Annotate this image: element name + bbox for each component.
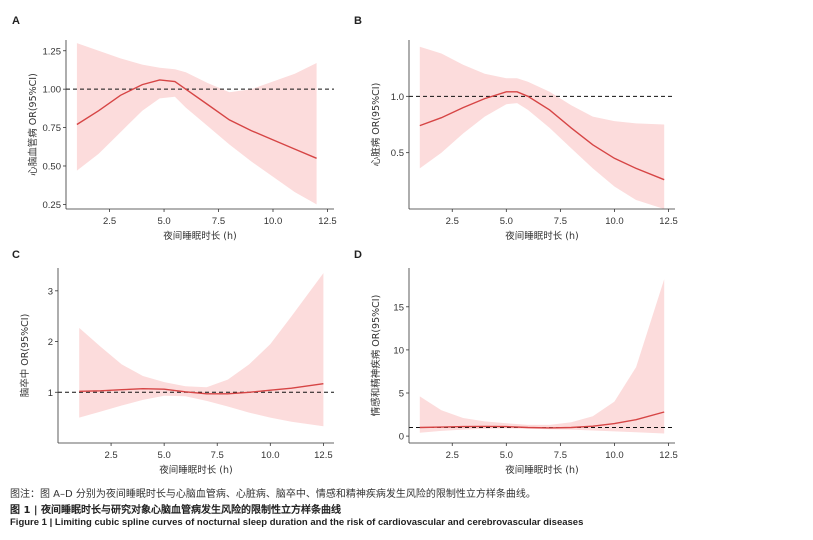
y-axis-title-b: 心脏病 OR(95%CI) <box>370 83 382 167</box>
y-tick-label-c: 3 <box>48 286 53 297</box>
x-tick-label-d: 2.5 <box>446 450 459 461</box>
y-tick-label-a: 0.50 <box>43 161 62 172</box>
x-axis-title-b: 夜间睡眠时长 (h) <box>505 230 578 242</box>
panel-a: A 2.5 5.0 7.5 10.0 12.5 0.25 0.50 0.75 1.00 1.25 夜间… <box>12 15 337 242</box>
or-line-b <box>419 91 665 181</box>
x-tick-label-b: 5.0 <box>500 216 513 227</box>
x-axis-title-c: 夜间睡眠时长 (h) <box>159 464 232 476</box>
y-axis-title-c: 脑卒中 OR(95%CI) <box>19 314 31 398</box>
y-tick-label-b: 0.5 <box>391 148 404 159</box>
y-axis-title-d: 情感和精神疾病 OR(95%CI) <box>370 295 382 417</box>
x-tick-label-a: 5.0 <box>157 216 170 227</box>
or-line-c <box>79 383 324 395</box>
x-tick-label-b: 2.5 <box>446 216 459 227</box>
panel-c: C 2.5 5.0 7.5 10.0 12.5 1 2 3 夜间睡眠时长 (h) 脑卒中 OR(95… <box>12 249 334 476</box>
x-tick-label-c: 10.0 <box>261 450 280 461</box>
x-tick-label-d: 10.0 <box>605 450 624 461</box>
y-tick-label-d: 15 <box>393 302 404 313</box>
y-tick-label-b: 1.0 <box>391 92 404 103</box>
y-tick-label-a: 1.25 <box>43 46 62 57</box>
y-tick-label-a: 0.75 <box>43 123 62 134</box>
panel-b: B 2.5 5.0 7.5 10.0 12.5 0.5 1.0 夜间睡眠时长 (h) 心脏病 OR… <box>354 15 678 242</box>
x-tick-label-a: 12.5 <box>318 216 337 227</box>
spline-figure: A2.5 5.0 7.5 10.0 12.50.250.500.751.001.25夜间… <box>12 15 678 476</box>
x-axis-title-d: 夜间睡眠时长 (h) <box>505 464 578 476</box>
figure-title-english: Figure 1 | Limiting cubic spline curves … <box>10 517 584 528</box>
ci-band-a <box>76 43 317 205</box>
x-tick-label-b: 7.5 <box>554 216 567 227</box>
x-tick-label-b: 12.5 <box>659 216 678 227</box>
panel-letter-b: B <box>354 15 362 27</box>
y-tick-label-a: 1.00 <box>43 85 62 96</box>
panel-letter-c: C <box>12 249 20 261</box>
figure-title-chinese: 图 1 | 夜间睡眠时长与研究对象心脑血管病发生风险的限制性立方样条曲线 <box>10 505 342 516</box>
x-tick-label-b: 10.0 <box>605 216 624 227</box>
y-tick-label-c: 1 <box>48 388 53 399</box>
y-tick-label-d: 10 <box>393 345 404 356</box>
panel-letter-a: A <box>12 15 20 27</box>
or-line-a <box>76 79 317 159</box>
x-tick-label-d: 12.5 <box>659 450 678 461</box>
panel-d: D 2.5 5.0 7.5 10.0 12.5 0 5 10 15 夜间睡眠时长 (h) 情感和精神疾… <box>354 249 678 476</box>
x-tick-label-a: 2.5 <box>103 216 116 227</box>
y-tick-label-c: 2 <box>48 337 53 348</box>
x-tick-label-c: 5.0 <box>158 450 171 461</box>
panel-letter-d: D <box>354 249 362 261</box>
y-tick-label-d: 5 <box>399 389 404 400</box>
x-tick-label-d: 5.0 <box>500 450 513 461</box>
figure-note: 图注：图 A–D 分别为夜间睡眠时长与心脑血管病、心脏病、脑卒中、情感和精神疾病… <box>10 489 536 500</box>
ci-band-b <box>419 46 665 209</box>
x-tick-label-c: 2.5 <box>104 450 117 461</box>
x-tick-label-c: 7.5 <box>211 450 224 461</box>
y-axis-title-a: 心脑血管病 OR(95%CI) <box>27 73 39 176</box>
or-line-d <box>419 411 665 429</box>
y-tick-label-d: 0 <box>399 432 404 443</box>
ci-band-c <box>79 273 324 427</box>
x-tick-label-c: 12.5 <box>314 450 333 461</box>
ci-band-d <box>419 279 665 434</box>
x-tick-label-d: 7.5 <box>554 450 567 461</box>
x-tick-label-a: 7.5 <box>212 216 225 227</box>
x-tick-label-a: 10.0 <box>264 216 283 227</box>
y-tick-label-a: 0.25 <box>43 200 62 211</box>
x-axis-title-a: 夜间睡眠时长 (h) <box>163 230 236 242</box>
